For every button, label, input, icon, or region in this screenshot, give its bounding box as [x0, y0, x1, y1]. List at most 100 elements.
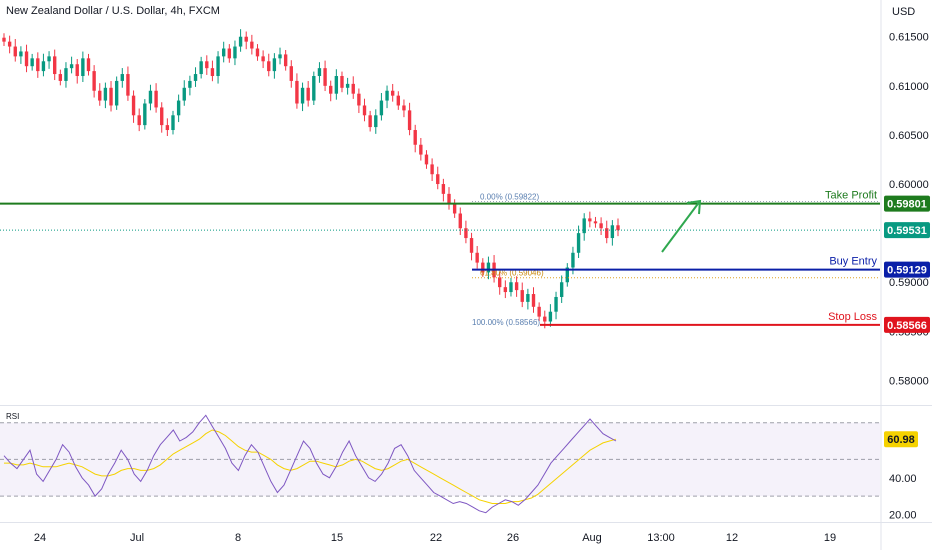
time-tick-label: Aug — [582, 532, 602, 544]
candle-body — [278, 54, 282, 59]
candle-body — [475, 252, 479, 263]
candle-body — [452, 203, 457, 214]
trade-level-value: 0.59801 — [887, 199, 927, 211]
candle-body — [464, 228, 468, 239]
candle-body — [605, 228, 609, 239]
candle-body — [109, 87, 113, 106]
candle-body — [193, 74, 198, 81]
candle-body — [430, 164, 434, 175]
candle-body — [289, 66, 293, 81]
candle-body — [424, 154, 429, 165]
candle-body — [481, 262, 485, 273]
candle-body — [351, 83, 355, 94]
trade-level-badge — [884, 195, 930, 212]
candle-body — [24, 51, 29, 67]
trend-arrow-icon — [661, 200, 701, 253]
candle-body — [379, 100, 384, 116]
candle-body — [374, 115, 378, 128]
chart-title: New Zealand Dollar / U.S. Dollar, 4h, FX… — [6, 5, 220, 17]
trade-level-label: Buy Entry — [829, 256, 877, 268]
candle-body — [537, 306, 541, 317]
candle-body — [565, 267, 569, 283]
candle-body — [120, 74, 124, 81]
time-tick-label: 26 — [507, 532, 519, 544]
candle-body — [329, 85, 333, 94]
candle-body — [81, 58, 85, 77]
candle-body — [75, 64, 79, 77]
candle-body — [616, 225, 620, 231]
candle-body — [357, 93, 361, 106]
candle-body — [261, 56, 265, 62]
candle-body — [390, 90, 395, 96]
time-tick-label: 22 — [430, 532, 442, 544]
time-tick-label: 8 — [235, 532, 241, 544]
candle-body — [205, 61, 209, 69]
candle-body — [267, 61, 271, 72]
candle-body — [210, 68, 215, 77]
candle-body — [447, 193, 451, 204]
candle-body — [171, 115, 175, 131]
candle-body — [419, 144, 423, 155]
trade-level-badge — [884, 261, 930, 278]
time-tick-label: Jul — [130, 532, 144, 544]
candle-body — [599, 223, 603, 229]
candle-body — [199, 61, 203, 75]
candle-body — [345, 83, 350, 88]
candle-body — [238, 36, 243, 47]
candle-body — [340, 76, 344, 88]
candle-body — [283, 54, 288, 67]
candle-body — [233, 46, 237, 59]
candle-body — [407, 110, 412, 131]
candle-body — [396, 95, 401, 106]
candle-body — [86, 58, 91, 72]
candle-body — [385, 90, 389, 101]
price-tick-label: 0.60500 — [889, 130, 929, 142]
candle-body — [92, 71, 96, 91]
candle-body — [526, 294, 530, 302]
candle-body — [126, 74, 130, 96]
candle-body — [36, 58, 40, 72]
candle-body — [498, 277, 502, 288]
candle-body — [368, 115, 372, 128]
candle-body — [114, 80, 119, 106]
time-tick-label: 19 — [824, 532, 836, 544]
rsi-line — [3, 414, 617, 514]
candle-body — [47, 56, 51, 62]
rsi-band-fill — [0, 422, 880, 497]
candle-body — [148, 90, 153, 104]
trade-level-badge — [884, 316, 930, 333]
candle-body — [182, 87, 186, 101]
candle-body — [295, 80, 299, 104]
time-tick-label: 12 — [726, 532, 738, 544]
candle-body — [436, 174, 440, 185]
time-tick-label: 24 — [34, 532, 46, 544]
trade-level-value: 0.59129 — [887, 265, 927, 277]
candle-body — [131, 95, 136, 116]
candle-body — [441, 184, 446, 194]
rsi-tick-label: 40.00 — [889, 473, 917, 485]
candle-body — [154, 90, 158, 108]
rsi-label: RSI — [6, 412, 19, 421]
time-tick-label: 13:00 — [647, 532, 675, 544]
candle-body — [98, 90, 102, 101]
candle-body — [559, 282, 564, 297]
candle-body — [250, 41, 254, 49]
candle-body — [188, 80, 192, 88]
candle-body — [58, 74, 63, 81]
price-tick-label: 0.61000 — [889, 81, 929, 93]
candle-body — [520, 290, 524, 302]
candle-body — [176, 100, 181, 116]
candle-body — [554, 296, 558, 312]
candle-body — [312, 76, 316, 101]
current-price-value: 0.59531 — [887, 225, 927, 237]
candle-body — [227, 48, 232, 59]
trend-arrow-head-icon — [686, 199, 702, 215]
rsi-tick-label: 20.00 — [889, 509, 917, 521]
candle-body — [543, 316, 547, 322]
candle-body — [503, 287, 508, 293]
candle-body — [221, 48, 226, 57]
candle-body — [610, 225, 615, 239]
price-tick-label: 0.58000 — [889, 375, 929, 387]
candle-body — [69, 64, 74, 69]
